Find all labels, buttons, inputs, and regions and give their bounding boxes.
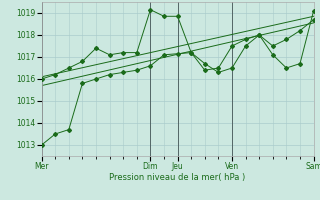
X-axis label: Pression niveau de la mer( hPa ): Pression niveau de la mer( hPa ) <box>109 173 246 182</box>
